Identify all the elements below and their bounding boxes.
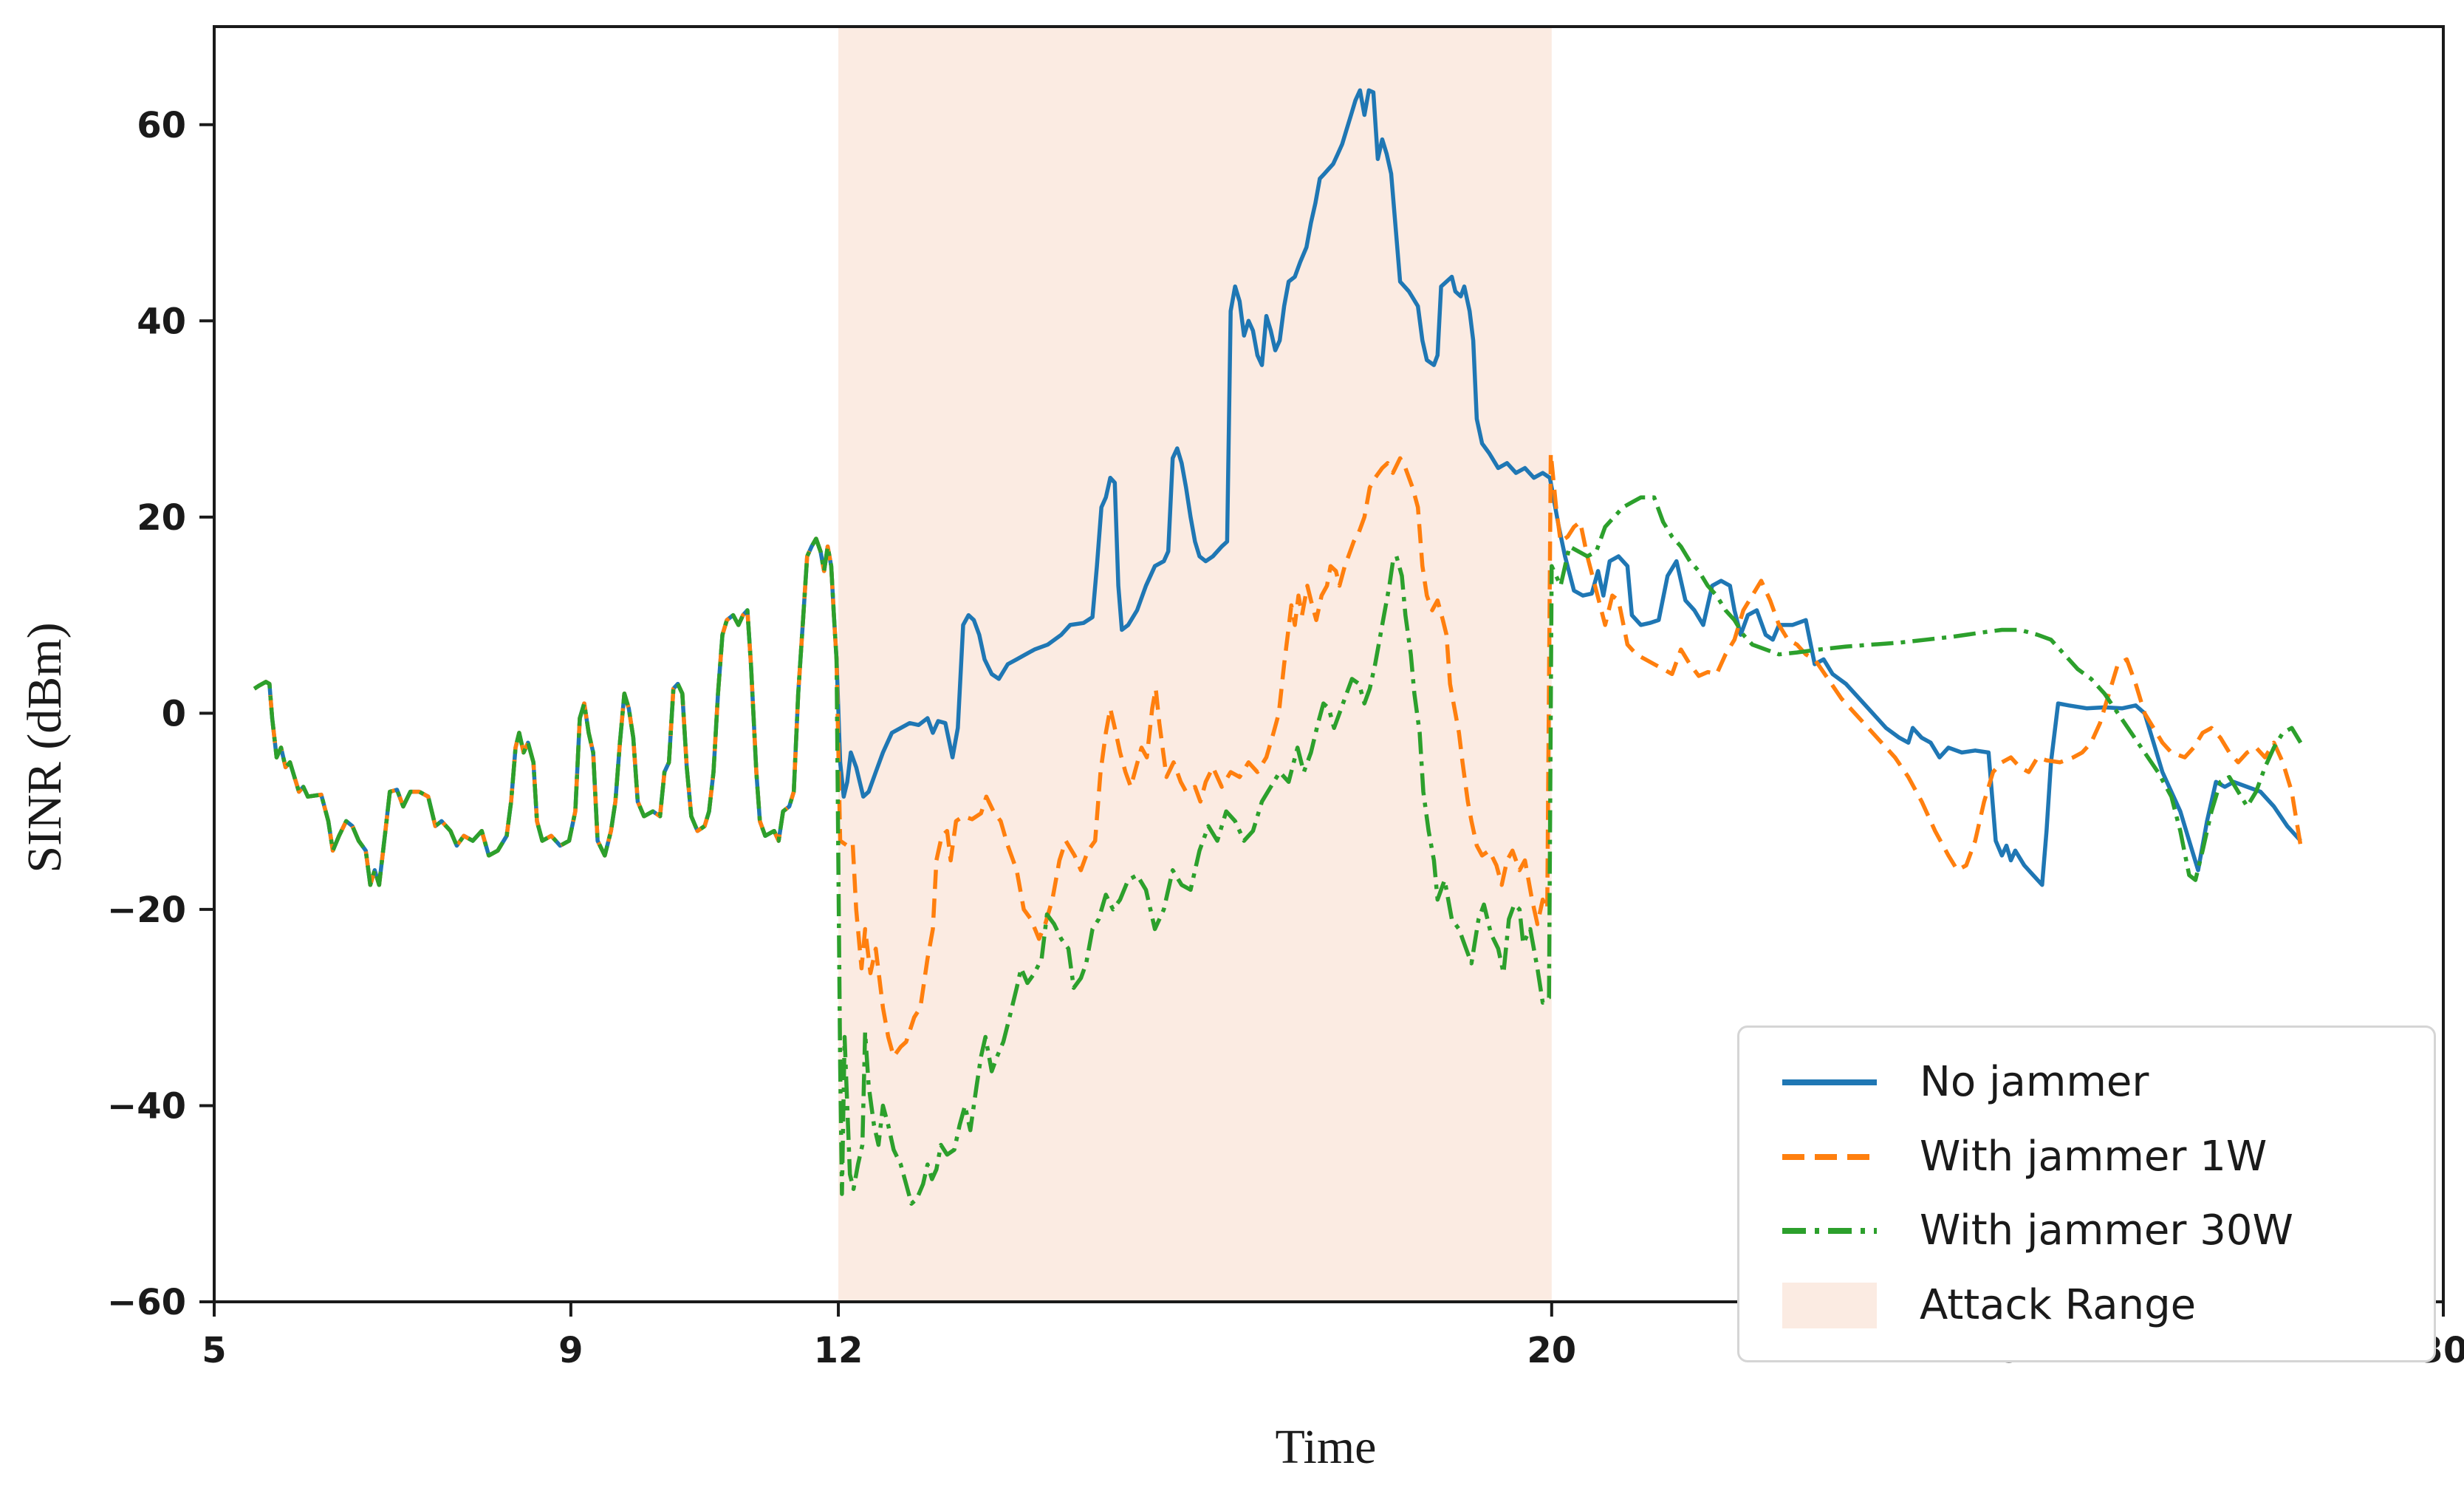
- x-tick-label: 9: [558, 1330, 583, 1371]
- y-tick-label: 40: [137, 301, 186, 342]
- legend-label-no-jammer: No jammer: [1920, 1057, 2149, 1106]
- legend-label-jammer-1w: With jammer 1W: [1920, 1132, 2268, 1181]
- plot-border: [213, 25, 2445, 1303]
- x-axis-title: Time: [1276, 1420, 1377, 1474]
- x-tick-label: 12: [814, 1330, 863, 1371]
- x-tick-label: 5: [202, 1330, 226, 1371]
- y-axis-title: SINR (dBm): [18, 622, 72, 873]
- jammer-1w-dashed-line-icon: [1782, 1153, 1877, 1160]
- y-tick-label: 0: [162, 693, 186, 734]
- attack-range-band: [838, 27, 1552, 1302]
- y-tick-label: −20: [107, 890, 186, 931]
- attack-range-patch-icon: [1782, 1283, 1877, 1329]
- legend-item-jammer-1w: With jammer 1W: [1778, 1131, 2419, 1183]
- series-line-with-jammer-30w: [253, 495, 2303, 1206]
- y-tick-label: 20: [137, 497, 186, 539]
- legend: No jammer With jammer 1W With jammer 30W…: [1737, 1025, 2436, 1362]
- legend-item-attack-range: Attack Range: [1778, 1280, 2419, 1331]
- y-tick-label: −60: [107, 1282, 186, 1323]
- x-tick-label: 20: [1527, 1330, 1576, 1371]
- legend-item-jammer-30w: With jammer 30W: [1778, 1205, 2419, 1257]
- legend-label-attack-range: Attack Range: [1920, 1281, 2197, 1330]
- legend-label-jammer-30w: With jammer 30W: [1920, 1207, 2293, 1255]
- no-jammer-line-icon: [1782, 1079, 1877, 1085]
- y-tick-label: 60: [137, 105, 186, 146]
- y-tick-label: −40: [107, 1085, 186, 1127]
- series-line-with-jammer-1w: [253, 451, 2303, 1059]
- jammer-30w-dashdot-line-icon: [1782, 1228, 1877, 1235]
- legend-item-no-jammer: No jammer: [1778, 1057, 2419, 1108]
